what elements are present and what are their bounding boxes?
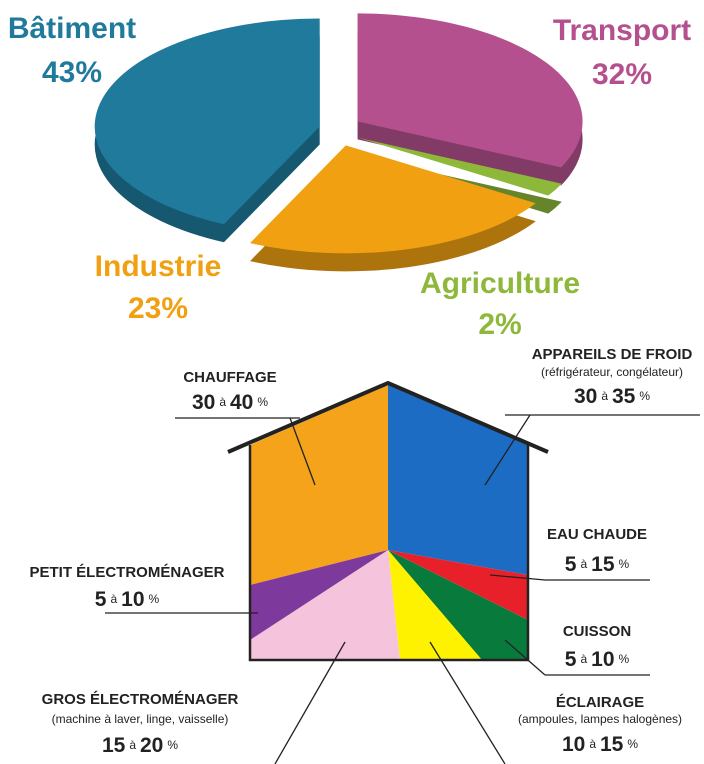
range-sep: à — [589, 737, 596, 751]
range-sep: à — [580, 557, 587, 571]
range-sep: à — [110, 592, 117, 606]
item-label: CUISSON — [563, 623, 631, 640]
value-label: 43% — [42, 56, 102, 89]
range-min: 30 — [192, 391, 215, 414]
item-detail: (ampoules, lampes halogènes) — [518, 712, 682, 726]
range-min: 5 — [565, 553, 577, 576]
house-segment — [250, 385, 388, 585]
category-label: Transport — [553, 14, 691, 47]
range-sep: à — [219, 395, 226, 409]
range-min: 5 — [565, 648, 577, 671]
pie-slice — [94, 18, 320, 225]
category-label: Agriculture — [420, 267, 580, 300]
house-outline — [248, 445, 530, 662]
item-range: 10 à 15% — [562, 733, 638, 756]
pie-slice — [357, 13, 583, 168]
range-max: 10 — [591, 648, 614, 671]
range-sep: à — [601, 389, 608, 403]
item-label: APPAREILS DE FROID — [532, 346, 693, 363]
range-unit: % — [149, 592, 160, 606]
item-label: GROS ÉLECTROMÉNAGER — [42, 691, 239, 708]
house — [227, 380, 549, 662]
range-max: 35 — [612, 385, 636, 408]
item-range: 30 à 35% — [574, 385, 650, 408]
item-range: 15 à 20% — [102, 734, 178, 757]
leader-line — [504, 639, 546, 676]
range-min: 30 — [574, 385, 597, 408]
leader-line — [289, 417, 316, 486]
item-range: 30 à 40% — [192, 391, 268, 414]
house-segment — [250, 550, 388, 640]
item-range: 5 à 10% — [95, 588, 160, 611]
item-label: ÉCLAIRAGE — [556, 694, 644, 711]
value-label: 23% — [128, 292, 188, 325]
pie-slice — [358, 137, 562, 196]
leader-line — [489, 574, 546, 581]
range-unit: % — [619, 557, 630, 571]
category-label: Bâtiment — [8, 12, 136, 45]
item-label: EAU CHAUDE — [547, 526, 647, 543]
range-min: 10 — [562, 733, 585, 756]
house-segment — [388, 385, 528, 575]
item-label: PETIT ÉLECTROMÉNAGER — [29, 564, 224, 581]
item-range: 5 à 15% — [565, 553, 630, 576]
item-detail: (machine à laver, linge, vaisselle) — [52, 712, 229, 726]
range-unit: % — [627, 737, 638, 751]
item-range: 5 à 10% — [565, 648, 630, 671]
range-max: 20 — [140, 734, 163, 757]
roof — [227, 380, 549, 454]
range-unit: % — [619, 652, 630, 666]
range-sep: à — [580, 652, 587, 666]
leader-line — [274, 641, 346, 764]
house-segment — [388, 550, 528, 660]
house-segment — [388, 550, 482, 660]
house-segment — [250, 550, 400, 660]
leader-line — [429, 641, 506, 764]
value-label: 2% — [478, 308, 521, 341]
range-max: 15 — [591, 553, 615, 576]
item-detail: (réfrigérateur, congélateur) — [541, 365, 683, 379]
pie-slice — [250, 145, 536, 254]
category-label: Industrie — [95, 250, 222, 283]
value-label: 32% — [592, 58, 652, 91]
leader-line — [484, 414, 531, 486]
item-label: CHAUFFAGE — [183, 369, 276, 386]
range-sep: à — [129, 738, 136, 752]
range-min: 15 — [102, 734, 126, 757]
range-min: 5 — [95, 588, 107, 611]
range-unit: % — [639, 389, 650, 403]
range-max: 15 — [600, 733, 624, 756]
range-unit: % — [167, 738, 178, 752]
range-max: 40 — [230, 391, 253, 414]
range-unit: % — [257, 395, 268, 409]
range-max: 10 — [121, 588, 144, 611]
